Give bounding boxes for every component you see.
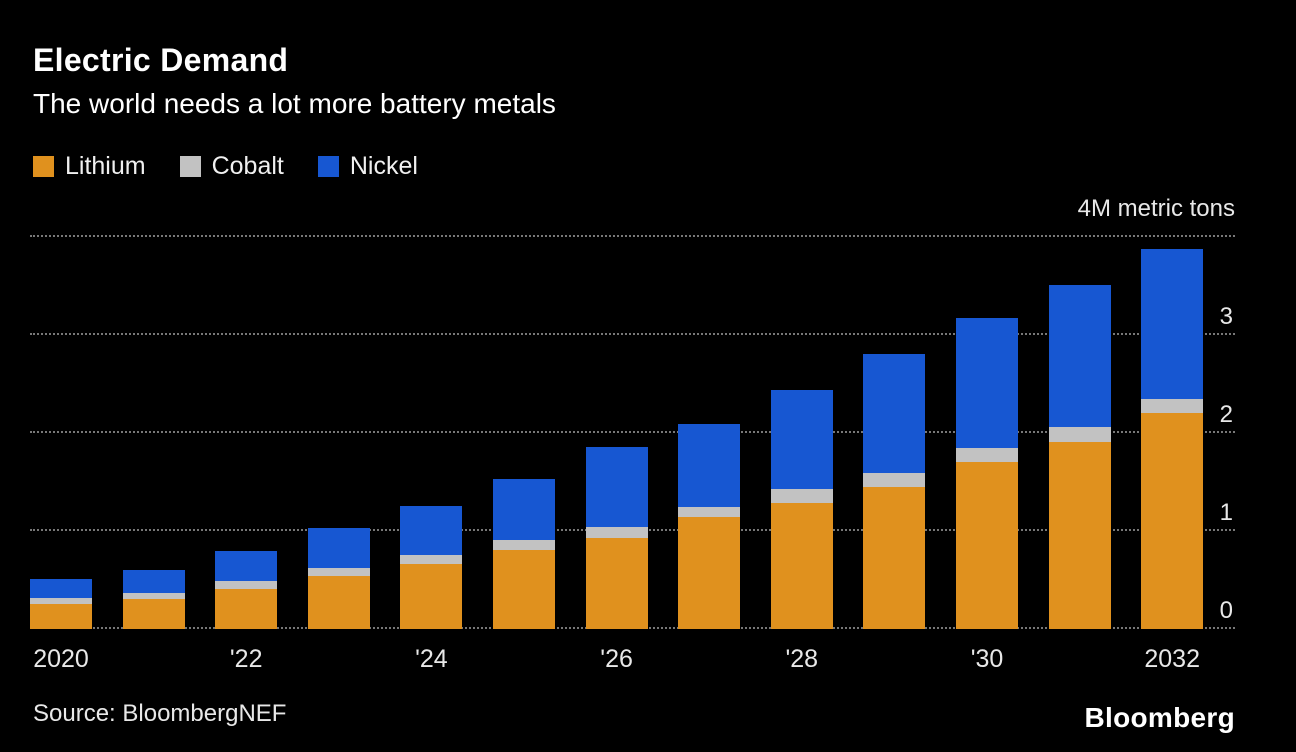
plot-area: 0 1 2 3: [30, 235, 1235, 629]
bar-segment-lithium: [400, 564, 463, 629]
bar-segment-nickel: [863, 353, 926, 474]
bar-segment-nickel: [400, 505, 463, 555]
bar-segment-cobalt: [678, 506, 741, 518]
bar-segment-nickel: [215, 550, 278, 581]
legend-label: Nickel: [349, 152, 418, 180]
legend-swatch-lithium: [33, 156, 54, 177]
x-axis-tick-label: '26: [600, 645, 633, 673]
bar-segment-cobalt: [1048, 427, 1111, 442]
legend: Lithium Cobalt Nickel: [33, 152, 418, 181]
bar-segment-lithium: [1141, 413, 1204, 629]
bar-2031: [1048, 237, 1111, 629]
bar-segment-cobalt: [585, 527, 648, 538]
bar-segment-lithium: [585, 537, 648, 629]
bar-segment-cobalt: [400, 554, 463, 565]
gridline: [30, 235, 1235, 237]
bar-segment-nickel: [30, 579, 92, 598]
legend-swatch-cobalt: [179, 156, 201, 177]
bar-segment-cobalt: [215, 581, 278, 589]
bar-2032: [1141, 237, 1204, 629]
bar-segment-nickel: [956, 318, 1018, 448]
bar-segment-nickel: [307, 528, 370, 569]
chart-subtitle: The world needs a lot more battery metal…: [33, 88, 556, 119]
bar-segment-cobalt: [956, 447, 1018, 463]
bar-2028: [770, 237, 833, 629]
bar-segment-cobalt: [1141, 398, 1204, 414]
bar-segment-nickel: [770, 389, 833, 489]
bar-2030: [956, 237, 1018, 629]
bar-segment-lithium: [215, 588, 278, 629]
x-axis-tick-label: '28: [785, 645, 819, 673]
bar-segment-nickel: [678, 424, 741, 507]
x-axis-tick-label: 2020: [33, 645, 89, 673]
y-axis-tick-label: 2: [1219, 401, 1233, 428]
bar-segment-nickel: [493, 479, 555, 540]
legend-swatch-nickel: [317, 156, 339, 177]
bar-2026: [585, 237, 648, 629]
bar-2025: [493, 237, 555, 629]
gridline: [30, 431, 1235, 433]
bar-segment-lithium: [30, 603, 92, 629]
bar-segment-lithium: [307, 576, 370, 629]
bar-segment-lithium: [122, 598, 185, 629]
bar-segment-cobalt: [770, 488, 833, 503]
bar-2029: [863, 237, 926, 629]
source-label: Source: BloombergNEF: [33, 700, 287, 727]
legend-label: Lithium: [65, 152, 146, 180]
x-axis-tick-label: 2032: [1144, 645, 1200, 673]
legend-item-cobalt: Cobalt: [179, 152, 284, 181]
x-axis-tick-label: '24: [415, 645, 448, 673]
bloomberg-logo: Bloomberg: [1084, 702, 1235, 733]
bar-segment-nickel: [1048, 285, 1111, 428]
bar-segment-lithium: [956, 462, 1018, 629]
y-axis-tick-label: 0: [1219, 597, 1233, 624]
y-axis-unit-label: 4M metric tons: [1077, 195, 1235, 222]
bar-2027: [678, 237, 741, 629]
bar-segment-nickel: [1141, 248, 1204, 399]
x-axis: 2020 '22 '24 '26 '28 '30 2032: [30, 643, 1235, 677]
bar-segment-cobalt: [863, 473, 926, 487]
x-axis-tick-label: '30: [970, 645, 1004, 673]
bar-segment-cobalt: [493, 539, 555, 550]
bar-2020: [30, 237, 92, 629]
x-axis-tick-label: '22: [229, 645, 263, 673]
bar-segment-lithium: [1048, 441, 1111, 629]
bar-segment-cobalt: [307, 568, 370, 577]
bar-segment-cobalt: [122, 592, 185, 599]
chart-title: Electric Demand: [33, 42, 289, 78]
legend-item-nickel: Nickel: [317, 152, 418, 181]
legend-item-lithium: Lithium: [33, 152, 146, 181]
bar-2022: [215, 237, 278, 629]
bar-segment-lithium: [770, 502, 833, 629]
y-axis-tick-label: 1: [1219, 499, 1233, 526]
bar-segment-nickel: [122, 570, 185, 593]
bar-segment-cobalt: [30, 597, 92, 604]
bar-segment-nickel: [585, 446, 648, 528]
bar-2021: [122, 237, 185, 629]
bar-segment-lithium: [678, 517, 741, 629]
legend-label: Cobalt: [211, 152, 284, 180]
bar-2023: [307, 237, 370, 629]
bar-segment-lithium: [863, 486, 926, 629]
y-axis-tick-label: 3: [1219, 303, 1233, 330]
bar-2024: [400, 237, 463, 629]
bar-segment-lithium: [493, 549, 555, 629]
gridline: [30, 333, 1235, 335]
